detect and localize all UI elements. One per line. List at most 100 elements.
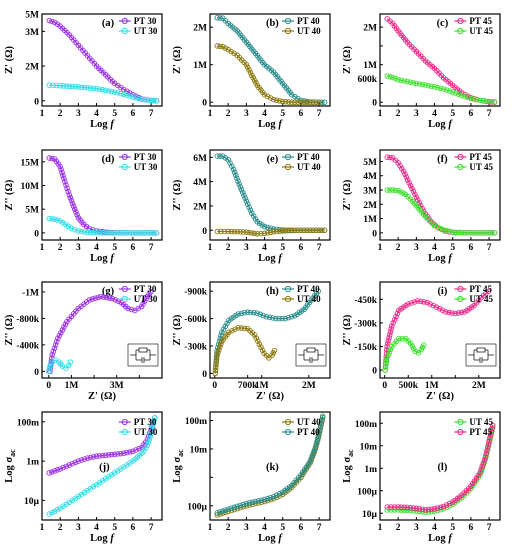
legend-marker <box>121 27 128 35</box>
data-point <box>308 456 314 462</box>
data-point <box>57 82 63 89</box>
data-point <box>49 509 55 516</box>
data-point <box>390 320 396 326</box>
data-point <box>425 506 432 513</box>
y-axis-label: Z'' (Ω) <box>4 314 15 345</box>
data-point <box>236 181 242 187</box>
data-point <box>111 451 118 457</box>
data-point <box>261 91 268 98</box>
data-point <box>99 230 106 236</box>
x-tick-label: 3 <box>414 243 419 253</box>
x-tick-label: 1M <box>255 381 269 391</box>
x-tick-label: 5 <box>280 109 285 119</box>
legend-label: PT 45 <box>469 16 492 26</box>
data-point <box>102 87 109 94</box>
series-pt-30 <box>46 17 160 104</box>
data-point <box>288 313 295 320</box>
data-point <box>408 300 415 306</box>
data-point <box>446 309 452 316</box>
inset-frame <box>295 343 327 367</box>
data-point <box>63 463 69 470</box>
data-point <box>260 312 267 319</box>
data-point <box>108 451 115 458</box>
data-point <box>313 441 319 448</box>
data-point <box>455 310 462 316</box>
data-point <box>309 453 315 459</box>
data-point <box>47 363 53 369</box>
x-tick-label: 2 <box>226 523 231 533</box>
x-tick-label: 2 <box>396 109 401 119</box>
data-point <box>57 466 63 472</box>
data-point <box>405 301 411 307</box>
data-point <box>105 88 112 94</box>
data-point <box>279 315 285 322</box>
data-point <box>437 504 444 511</box>
x-tick-label: 3 <box>76 243 81 253</box>
data-point <box>75 84 82 90</box>
data-point <box>313 99 319 105</box>
data-point <box>87 229 94 236</box>
legend-marker <box>121 295 128 303</box>
x-tick-label: 3 <box>414 523 419 533</box>
data-point <box>484 444 491 451</box>
data-point <box>387 187 393 193</box>
panel-g: 0 1M 3M 0 -400k -800k -1M Z' (Ω) Z'' (Ω) (g) PT 30… <box>4 281 163 402</box>
legend-label: UT 30 <box>134 427 158 437</box>
data-point <box>133 230 139 236</box>
data-point <box>276 228 283 234</box>
series-ut-30 <box>46 82 160 104</box>
data-point <box>416 81 423 87</box>
x-tick-label: 6 <box>299 523 304 533</box>
legend-label: PT 45 <box>469 284 492 294</box>
legend-marker <box>284 418 292 426</box>
data-point <box>234 175 240 181</box>
legend-label: PT 30 <box>134 152 157 162</box>
data-point <box>459 92 465 99</box>
legend-label: UT 40 <box>297 417 321 427</box>
data-point <box>81 229 88 235</box>
data-point <box>246 500 253 506</box>
data-point <box>431 84 438 90</box>
data-point <box>239 189 246 196</box>
data-point <box>258 344 264 350</box>
data-point <box>96 86 103 92</box>
x-tick-label: 5 <box>112 243 117 253</box>
data-point <box>220 326 227 333</box>
data-point <box>468 95 474 102</box>
y-tick-label: 5M <box>25 11 39 21</box>
data-point <box>234 503 241 510</box>
data-point <box>219 329 225 336</box>
data-point <box>136 445 142 452</box>
data-point <box>50 348 57 355</box>
data-point <box>319 416 325 423</box>
legend-label: PT 30 <box>134 417 157 427</box>
series-line <box>49 84 157 102</box>
x-tick-label: 1 <box>208 109 213 119</box>
data-point <box>108 88 115 95</box>
data-point <box>412 348 419 354</box>
data-point <box>477 470 483 476</box>
x-tick-label: 1 <box>208 243 213 253</box>
x-tick-label: 1 <box>378 243 383 253</box>
data-point <box>105 230 112 236</box>
data-point <box>51 216 58 222</box>
series-line <box>387 75 495 103</box>
data-point <box>63 83 69 89</box>
data-point <box>78 228 85 235</box>
data-point <box>214 43 221 49</box>
data-point <box>240 501 247 508</box>
x-axis-label: Log f <box>258 533 283 544</box>
data-point <box>58 330 64 336</box>
data-point <box>102 452 109 458</box>
data-point <box>387 73 393 80</box>
y-tick-label: 3M <box>25 28 39 38</box>
data-point <box>232 326 238 332</box>
data-point <box>403 174 410 180</box>
data-point <box>248 309 254 316</box>
data-point <box>73 209 79 215</box>
data-point <box>243 500 250 507</box>
x-tick-label: 1 <box>378 109 383 119</box>
data-point <box>434 224 441 230</box>
x-tick-label: 4 <box>262 523 267 533</box>
